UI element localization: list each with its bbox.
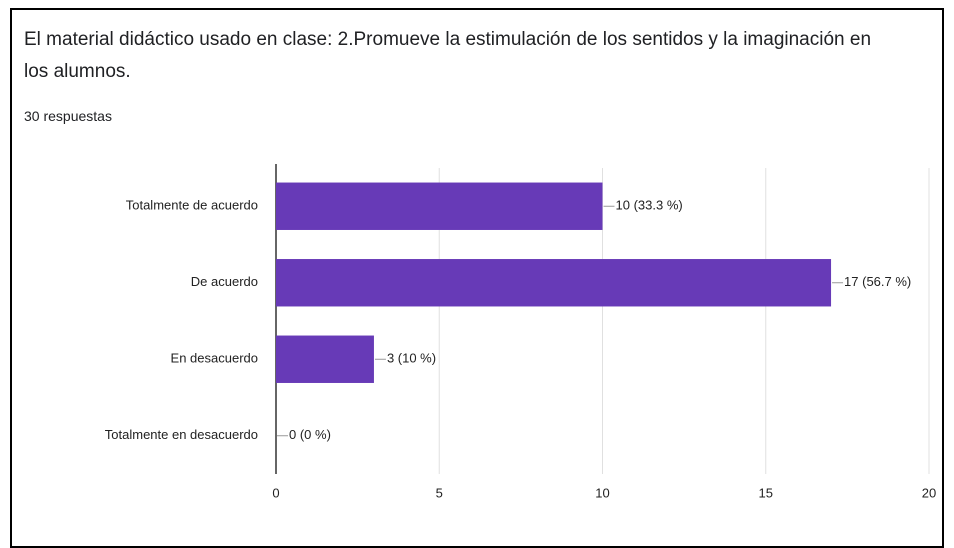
y-tick-label: Totalmente en desacuerdo xyxy=(105,427,258,442)
value-label: 17 (56.7 %) xyxy=(844,274,911,289)
x-tick-label: 15 xyxy=(759,485,773,500)
bar xyxy=(276,182,603,230)
chart: 0 5 10 15 20 Totalmente de acuerdo 10 (33.3 %)… xyxy=(105,164,936,500)
bar xyxy=(276,259,832,307)
x-tick-label: 5 xyxy=(436,485,443,500)
x-tick-label: 20 xyxy=(922,485,936,500)
value-label: 10 (33.3 %) xyxy=(616,198,683,213)
x-tick-label: 0 xyxy=(272,485,279,500)
x-tick-label: 10 xyxy=(595,485,609,500)
y-tick-label: En desacuerdo xyxy=(171,351,258,366)
y-tick-label: Totalmente de acuerdo xyxy=(126,198,258,213)
chart-title: El material didáctico usado en clase: 2.… xyxy=(24,29,872,82)
chart-subtitle: 30 respuestas xyxy=(24,108,112,124)
value-label: 3 (10 %) xyxy=(387,351,436,366)
bar xyxy=(276,335,374,383)
value-label: 0 (0 %) xyxy=(289,427,331,442)
y-tick-label: De acuerdo xyxy=(191,274,258,289)
page: {"chart_data": {"type": "bar", "orientat… xyxy=(10,8,944,548)
